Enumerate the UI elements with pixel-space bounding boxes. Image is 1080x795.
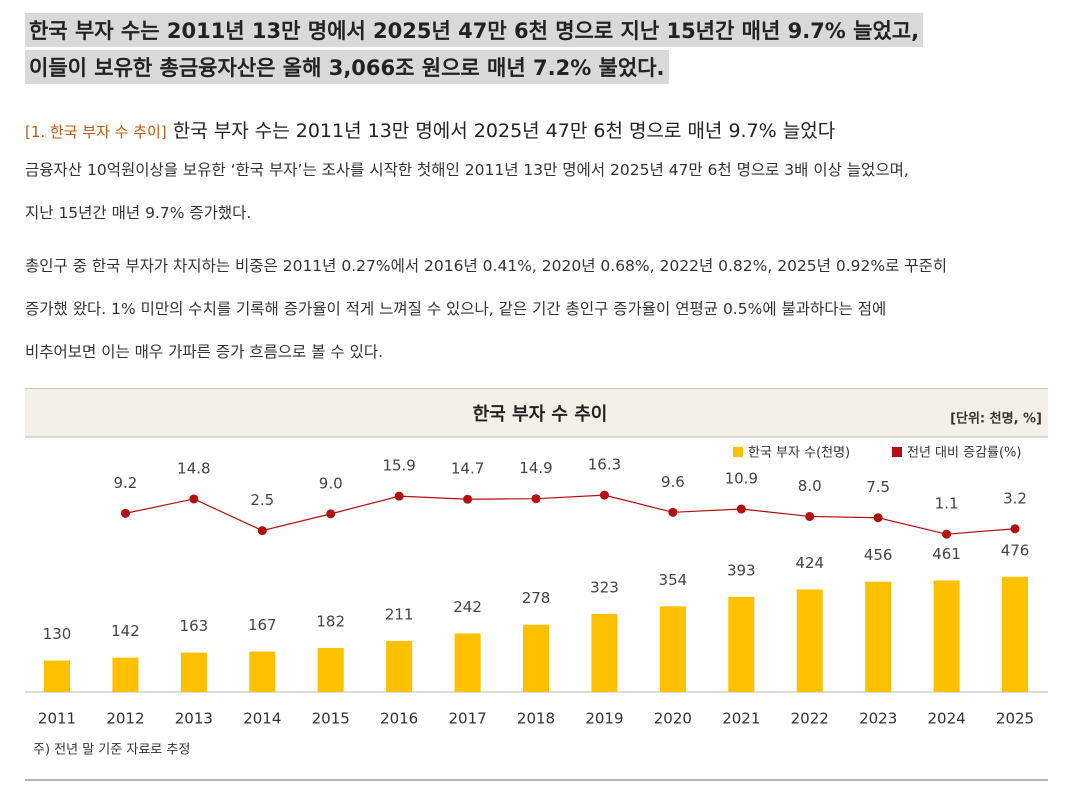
- data-label: 278: [522, 589, 551, 607]
- data-label: 211: [385, 605, 414, 623]
- x-tick-label: 2013: [175, 710, 213, 728]
- legend-swatch: [892, 447, 902, 457]
- bar: [386, 640, 413, 692]
- bar: [1002, 576, 1029, 692]
- data-label: 9.2: [114, 474, 138, 492]
- line-point: [736, 504, 746, 514]
- bar: [933, 580, 960, 692]
- bar: [112, 657, 139, 692]
- bar: [44, 660, 70, 692]
- x-tick-label: 2024: [927, 710, 965, 728]
- line-point: [120, 508, 130, 518]
- chart-title: 한국 부자 수 추이: [473, 404, 608, 425]
- line-point: [1010, 524, 1020, 534]
- x-tick-label: 2014: [243, 710, 281, 728]
- x-tick-label: 2025: [996, 710, 1034, 728]
- data-label: 1.1: [935, 495, 959, 513]
- line-point: [668, 507, 678, 517]
- paragraph-line: 비추어보면 이는 매우 가파른 증가 흐름으로 볼 수 있다.: [25, 343, 384, 361]
- data-label: 9.0: [319, 474, 343, 492]
- paragraph-line: 증가했 왔다. 1% 미만의 수치를 기록해 증가율이 적게 느껴질 수 있으나…: [25, 300, 887, 318]
- data-label: 323: [590, 578, 619, 596]
- data-label: 182: [316, 612, 345, 630]
- data-label: 3.2: [1003, 489, 1027, 507]
- data-label: 354: [659, 571, 688, 589]
- data-label: 16.3: [588, 456, 621, 474]
- data-label: 130: [43, 625, 72, 643]
- line-point: [463, 494, 473, 504]
- x-tick-label: 2011: [38, 710, 76, 728]
- chart-header: [25, 388, 1048, 437]
- line-point: [257, 526, 267, 536]
- data-label: 456: [864, 546, 893, 564]
- line: [125, 494, 1016, 535]
- line-point: [873, 513, 883, 523]
- section-label: [1. 한국 부자 수 추이]: [25, 123, 167, 141]
- legend-swatch: [733, 447, 743, 457]
- headline-line: 한국 부자 수는 2011년 13만 명에서 2025년 47만 6천 명으로 …: [25, 13, 924, 47]
- x-tick-label: 2023: [859, 710, 897, 728]
- bar: [796, 589, 823, 692]
- data-label: 7.5: [866, 478, 890, 496]
- paragraph-line: 지난 15년간 매년 9.7% 증가했다.: [25, 204, 252, 222]
- line-point: [394, 491, 404, 501]
- line-point: [805, 511, 815, 521]
- headline-line: 이들이 보유한 총금융자산은 올해 3,066조 원으로 매년 7.2% 불었다…: [25, 50, 669, 84]
- data-label: 14.9: [519, 459, 552, 477]
- x-tick-label: 2018: [517, 710, 555, 728]
- chart: 한국 부자 수 추이 [단위: 천명, %] 주) 전년 말 기준 자료로 추정…: [25, 388, 1048, 781]
- bar: [865, 581, 892, 692]
- x-tick-label: 2015: [312, 710, 350, 728]
- paragraph-line: 금융자산 10억원이상을 보유한 ‘한국 부자’는 조사를 시작한 첫해인 20…: [25, 161, 909, 179]
- x-tick-label: 2017: [448, 710, 486, 728]
- paragraph-line: 총인구 중 한국 부자가 차지하는 비중은 2011년 0.27%에서 2016…: [25, 257, 948, 275]
- x-tick-label: 2019: [585, 710, 623, 728]
- line-point: [189, 494, 199, 504]
- bar: [659, 606, 686, 692]
- section-title: 한국 부자 수는 2011년 13만 명에서 2025년 47만 6천 명으로 …: [172, 120, 836, 142]
- data-label: 393: [727, 561, 756, 579]
- data-label: 142: [111, 622, 140, 640]
- x-tick-label: 2012: [106, 710, 144, 728]
- x-tick-label: 2016: [380, 710, 418, 728]
- section-heading: [1. 한국 부자 수 추이] 한국 부자 수는 2011년 13만 명에서 2…: [25, 116, 835, 143]
- footnote: 주) 전년 말 기준 자료로 추정: [33, 743, 190, 758]
- bar: [180, 652, 207, 692]
- data-label: 424: [795, 554, 824, 572]
- x-tick-label: 2022: [791, 710, 829, 728]
- bar: [523, 624, 550, 692]
- bar: [591, 613, 618, 692]
- unit-label: [단위: 천명, %]: [950, 411, 1042, 427]
- bar: [249, 651, 276, 692]
- data-label: 14.8: [177, 459, 210, 477]
- bar: [317, 647, 344, 692]
- data-label: 9.6: [661, 473, 685, 491]
- x-tick-label: 2020: [654, 710, 692, 728]
- line-point: [942, 529, 952, 539]
- line-point: [531, 494, 541, 504]
- data-label: 14.7: [451, 460, 484, 478]
- data-label: 476: [1001, 541, 1030, 559]
- legend-label: 전년 대비 증감률(%): [907, 446, 1021, 461]
- data-label: 2.5: [250, 491, 274, 509]
- data-label: 167: [248, 616, 277, 634]
- data-label: 8.0: [798, 477, 822, 495]
- bar: [728, 596, 755, 692]
- x-tick-label: 2021: [722, 710, 760, 728]
- line-point: [326, 509, 336, 519]
- data-label: 242: [453, 598, 482, 616]
- data-label: 461: [932, 545, 961, 563]
- legend-label: 한국 부자 수(천명): [748, 446, 850, 461]
- bar: [454, 633, 481, 692]
- line-point: [599, 490, 609, 500]
- data-label: 10.9: [725, 469, 758, 487]
- data-label: 15.9: [382, 457, 415, 475]
- data-label: 163: [180, 617, 209, 635]
